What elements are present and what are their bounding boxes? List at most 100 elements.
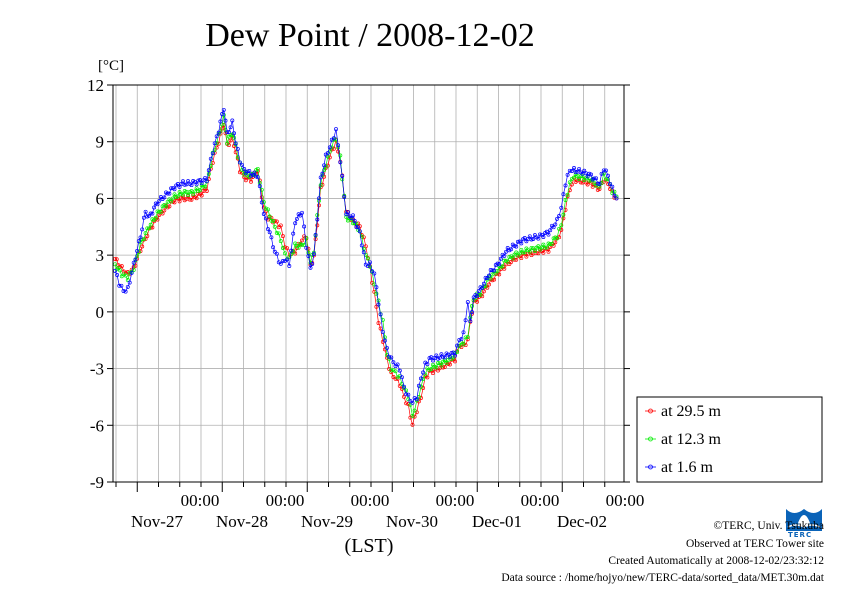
point-1-245 — [563, 198, 568, 202]
point-2-262 — [595, 181, 600, 186]
point-2-57 — [214, 134, 219, 139]
point-2-2 — [117, 283, 122, 288]
point-2-123 — [338, 160, 343, 165]
point-2-24 — [157, 198, 162, 203]
point-1-114 — [318, 183, 323, 188]
point-0-50 — [199, 193, 204, 198]
point-1-243 — [559, 223, 564, 228]
point-2-111 — [315, 217, 320, 222]
point-1-52 — [203, 184, 208, 189]
point-2-130 — [351, 213, 355, 218]
point-2-85 — [266, 227, 270, 232]
point-0-253 — [578, 180, 583, 185]
point-2-52 — [204, 179, 209, 184]
point-1-8 — [127, 270, 132, 275]
point-2-118 — [327, 145, 332, 150]
point-2-198 — [483, 275, 488, 280]
point-1-244 — [561, 212, 566, 217]
point-2-213 — [509, 247, 514, 252]
point-0-244 — [561, 216, 566, 221]
point-0-28 — [162, 208, 167, 213]
terc-logo-icon — [784, 503, 824, 539]
x-date-label-3: Nov-30 — [386, 512, 438, 531]
point-0-268 — [606, 181, 610, 186]
point-2-23 — [155, 202, 160, 207]
point-0-155 — [399, 386, 404, 391]
point-2-159 — [410, 400, 415, 405]
point-2-97 — [289, 248, 294, 253]
point-2-43 — [189, 183, 194, 188]
point-1-271 — [612, 189, 617, 194]
point-2-74 — [245, 169, 250, 174]
y-tick-label-1: 9 — [96, 133, 105, 152]
point-2-107 — [308, 265, 313, 270]
point-2-155 — [402, 384, 406, 389]
point-1-264 — [597, 184, 602, 189]
point-0-188 — [463, 343, 468, 348]
point-2-209 — [502, 253, 507, 258]
point-1-26 — [158, 209, 163, 214]
point-2-29 — [165, 191, 170, 196]
point-2-197 — [481, 281, 486, 286]
point-1-6 — [123, 273, 128, 278]
point-0-243 — [559, 227, 564, 232]
point-2-268 — [608, 181, 613, 186]
y-unit-label: [°C] — [98, 58, 124, 74]
point-2-88 — [271, 245, 276, 250]
x-time-label-3: 00:00 — [436, 491, 475, 510]
point-2-263 — [597, 182, 602, 186]
point-2-10 — [133, 257, 138, 262]
point-0-15 — [140, 244, 145, 249]
series-2 — [113, 107, 619, 405]
point-2-102 — [298, 213, 303, 218]
point-2-95 — [285, 257, 290, 262]
point-2-173 — [437, 355, 442, 360]
point-1-57 — [212, 147, 217, 152]
point-2-89 — [272, 249, 277, 254]
point-2-230 — [538, 232, 542, 237]
x-time-label-1: 00:00 — [266, 491, 305, 510]
point-2-3 — [119, 283, 124, 288]
point-2-115 — [322, 163, 327, 168]
point-2-20 — [150, 211, 155, 216]
point-2-27 — [162, 195, 167, 200]
point-1-68 — [232, 135, 236, 140]
point-0-43 — [187, 197, 192, 202]
y-tick-label-7: -9 — [90, 473, 104, 492]
point-1-173 — [436, 361, 440, 365]
point-2-60 — [220, 112, 225, 116]
point-1-93 — [278, 239, 283, 244]
point-2-245 — [565, 172, 570, 177]
point-2-200 — [487, 273, 491, 278]
point-1-86 — [266, 207, 270, 212]
point-1-159 — [408, 402, 413, 407]
point-2-264 — [599, 171, 604, 176]
point-1-152 — [393, 369, 398, 374]
point-2-134 — [357, 229, 362, 234]
point-0-161 — [412, 414, 417, 419]
point-1-235 — [544, 245, 549, 250]
point-0-257 — [585, 182, 590, 187]
legend-box — [636, 396, 823, 483]
point-2-66 — [230, 118, 235, 123]
point-1-219 — [517, 251, 522, 256]
point-1-18 — [145, 226, 150, 231]
point-1-16 — [141, 237, 146, 242]
point-1-160 — [410, 414, 415, 418]
point-0-112 — [315, 223, 320, 228]
x-date-label-5: Dec-02 — [557, 512, 607, 531]
point-2-229 — [536, 236, 541, 241]
point-0-180 — [447, 362, 452, 367]
point-1-254 — [580, 174, 585, 179]
point-1-242 — [557, 226, 562, 231]
point-0-1 — [114, 257, 119, 262]
point-1-234 — [543, 245, 548, 250]
point-1-124 — [338, 153, 343, 158]
point-2-63 — [225, 130, 230, 135]
point-2-54 — [208, 156, 213, 161]
point-2-100 — [294, 216, 299, 221]
point-2-207 — [498, 256, 503, 261]
point-2-83 — [261, 212, 266, 216]
point-1-238 — [549, 241, 554, 246]
point-2-242 — [559, 205, 564, 210]
